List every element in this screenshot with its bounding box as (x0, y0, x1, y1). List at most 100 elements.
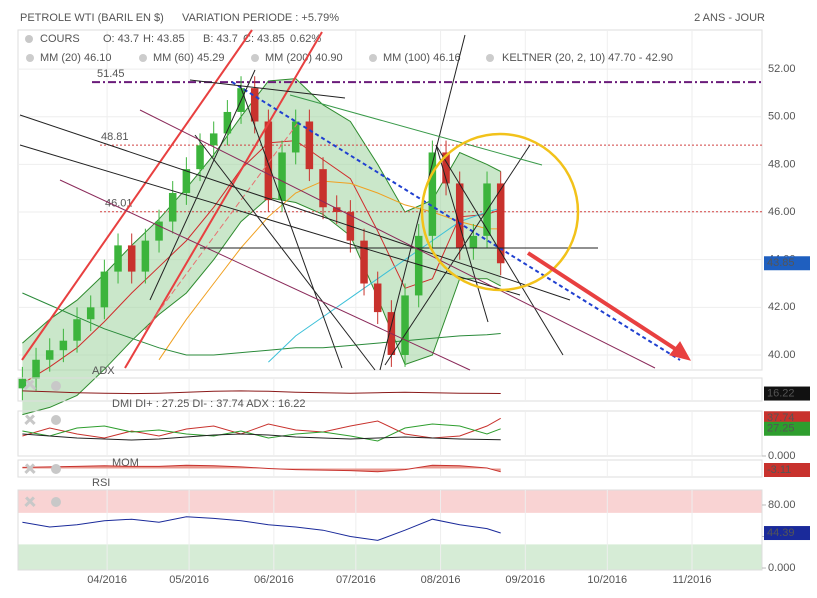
value-box (764, 526, 810, 541)
info-text: COURS (40, 33, 80, 45)
candle-body (319, 169, 327, 208)
gear-icon[interactable] (25, 35, 33, 43)
zone (18, 490, 762, 513)
candle-body (455, 183, 464, 248)
legend-icon (139, 54, 147, 62)
x-tick-label: 05/2016 (169, 574, 209, 586)
indicator-line (22, 423, 501, 442)
panel-title: ADX (92, 365, 115, 377)
value-box (764, 421, 810, 436)
trend-dotted (231, 81, 681, 361)
x-tick-label: 08/2016 (421, 574, 461, 586)
candle-body (291, 121, 300, 153)
candle-body (442, 152, 450, 184)
arrow-shaft (526, 251, 682, 354)
candle-body (100, 271, 109, 308)
candle-body (305, 121, 314, 170)
close-icon[interactable] (24, 496, 35, 507)
x-tick-label: 11/2016 (673, 574, 712, 586)
legend-label: MM (60) 45.29 (153, 52, 225, 64)
candle-body (73, 319, 81, 341)
candle-body (360, 240, 368, 284)
y-tick-label: 0.000 (768, 450, 796, 462)
legend-icon (26, 54, 34, 62)
value-box-label: 27.25 (767, 423, 795, 435)
value-box-label: 44.39 (767, 527, 795, 539)
channel-line (21, 29, 253, 361)
candle-body (141, 240, 150, 272)
x-tick-label: 07/2016 (336, 574, 376, 586)
x-tick-label: 04/2016 (87, 574, 127, 586)
y-tick-label: 42.00 (768, 301, 796, 313)
indicator-line (22, 516, 501, 541)
period: 2 ANS - JOUR (694, 12, 765, 24)
y-tick-label: 80.00 (768, 499, 796, 511)
candle-body (250, 88, 259, 122)
candle-body (401, 295, 409, 355)
indicator-line (22, 433, 501, 441)
change: 0.62% (290, 33, 321, 45)
legend-icon (486, 54, 494, 62)
value-box-label: 16.22 (767, 387, 795, 399)
plot-layers: 40.0042.0044.0046.0048.0050.0052.00PETRO… (17, 12, 810, 586)
candle-body (59, 340, 68, 351)
candle-body (18, 378, 27, 389)
panel-icons (23, 35, 61, 507)
trend-line (384, 144, 531, 366)
chart-subtitle: VARIATION PERIODE : +5.79% (182, 12, 339, 24)
panel-frame (17, 29, 763, 371)
x-tick-label: 09/2016 (505, 574, 545, 586)
candle-body (168, 192, 177, 222)
candle-body (86, 307, 95, 320)
legend-label: MM (100) 46.16 (383, 52, 461, 64)
candle-body (32, 359, 40, 379)
area (22, 465, 501, 472)
candle-body (373, 283, 382, 313)
candle-body (196, 145, 204, 170)
y-tick-label: 50.00 (768, 111, 796, 123)
value-box (764, 386, 810, 401)
legend-label: MM (200) 40.90 (265, 52, 343, 64)
trend-line (149, 69, 256, 301)
moving-average (22, 292, 501, 356)
candle-body (155, 221, 163, 241)
trend-line (435, 144, 489, 323)
x-tick-label: 10/2016 (587, 574, 627, 586)
panel-frame (17, 377, 763, 402)
candle-body (264, 121, 273, 201)
candle-body (428, 152, 437, 236)
y-tick-label: 52.00 (768, 63, 796, 75)
y-tick-label: 46.00 (768, 206, 796, 218)
panel-frame (17, 459, 763, 478)
trend-line (194, 134, 376, 371)
candle-body (182, 169, 191, 193)
zone (18, 544, 762, 570)
info-text: H: 43.85 (143, 33, 185, 45)
indicator-line (22, 464, 501, 473)
value-box (764, 256, 810, 271)
channel-mid (144, 119, 301, 331)
indicator-line (22, 390, 501, 395)
candle-body (223, 111, 232, 134)
y-tick-label: 40.00 (768, 349, 796, 361)
gear-icon[interactable] (51, 381, 61, 391)
candle-body (45, 350, 54, 360)
trend-line (289, 94, 543, 166)
close-icon[interactable] (24, 414, 35, 425)
gear-icon[interactable] (51, 464, 61, 474)
info-text: C: 43.85 (243, 33, 285, 45)
value-box (764, 463, 810, 477)
trend-line (239, 84, 343, 369)
candle-body (278, 152, 286, 201)
chart-title: PETROLE WTI (BARIL EN $) (20, 12, 164, 24)
level-label: 46.01 (105, 198, 133, 210)
close-icon[interactable] (24, 463, 35, 474)
highlight-circle (420, 132, 580, 292)
close-icon[interactable] (23, 379, 35, 391)
gear-icon[interactable] (51, 497, 61, 507)
gear-icon[interactable] (51, 415, 61, 425)
level-label: 51.45 (97, 68, 125, 80)
info-text: O: 43.7 (103, 33, 139, 45)
candle-body (496, 183, 505, 264)
legend-icon (369, 54, 377, 62)
